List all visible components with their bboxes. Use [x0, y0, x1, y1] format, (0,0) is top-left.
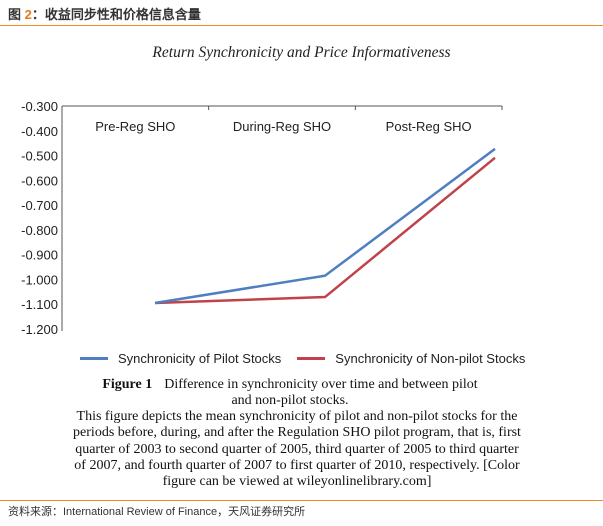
legend-label-nonpilot: Synchronicity of Non-pilot Stocks: [335, 351, 526, 366]
header-title: ：收益同步性和价格信息含量: [31, 7, 201, 22]
header-divider: [0, 25, 603, 26]
y-tick-label: -1.100: [21, 297, 58, 312]
y-tick-label: -1.000: [21, 272, 58, 287]
chart-title: Return Synchronicity and Price Informati…: [152, 44, 451, 61]
header-prefix: 图: [8, 7, 25, 22]
chart-legend: Synchronicity of Pilot Stocks Synchronic…: [80, 351, 525, 366]
y-tick-label: -0.600: [21, 173, 58, 188]
caption-line: This figure depicts the mean synchronici…: [76, 409, 518, 424]
footer-divider: [0, 500, 603, 501]
source-note: 资料来源：International Review of Finance，天风证…: [8, 506, 306, 518]
category-label: Pre-Reg SHO: [95, 119, 175, 134]
caption-title-line1: Difference in synchronicity over time an…: [164, 377, 478, 392]
legend-item-nonpilot: Synchronicity of Non-pilot Stocks: [297, 351, 525, 366]
category-label: Post-Reg SHO: [386, 119, 472, 134]
figure-label: Figure 1: [102, 377, 153, 392]
figure-caption-title: Figure 1 Difference in synchronicity over…: [60, 377, 520, 410]
legend-item-pilot: Synchronicity of Pilot Stocks: [80, 351, 281, 366]
y-tick-label: -0.300: [21, 99, 58, 114]
caption-title-line2: and non-pilot stocks.: [231, 393, 349, 409]
legend-swatch-pilot: [80, 357, 108, 360]
caption-line: figure can be viewed at wileyonlinelibra…: [162, 474, 432, 490]
caption-line: quarter of 2003 to second quarter of 200…: [75, 441, 519, 457]
figure-header: 图 2：收益同步性和价格信息含量: [8, 4, 201, 23]
caption-line: of 2007, and fourth quarter of 2007 to f…: [74, 457, 520, 473]
y-tick-label: -1.200: [21, 322, 58, 337]
category-label: During-Reg SHO: [233, 119, 331, 134]
legend-label-pilot: Synchronicity of Pilot Stocks: [118, 351, 282, 366]
y-tick-label: -0.700: [21, 198, 58, 213]
legend-swatch-nonpilot: [297, 357, 326, 360]
y-tick-label: -0.900: [21, 248, 58, 263]
y-tick-label: -0.400: [21, 124, 58, 139]
y-tick-label: -0.500: [21, 149, 58, 164]
y-tick-label: -0.800: [21, 223, 58, 238]
header-number: 2: [24, 7, 32, 22]
caption-line: periods before, during, and after the Re…: [73, 425, 521, 441]
series-line-pilot: [154, 147, 496, 305]
figure-caption-body: This figure depicts the mean synchronici…: [60, 409, 534, 490]
series-line-nonpilot: [154, 156, 496, 305]
